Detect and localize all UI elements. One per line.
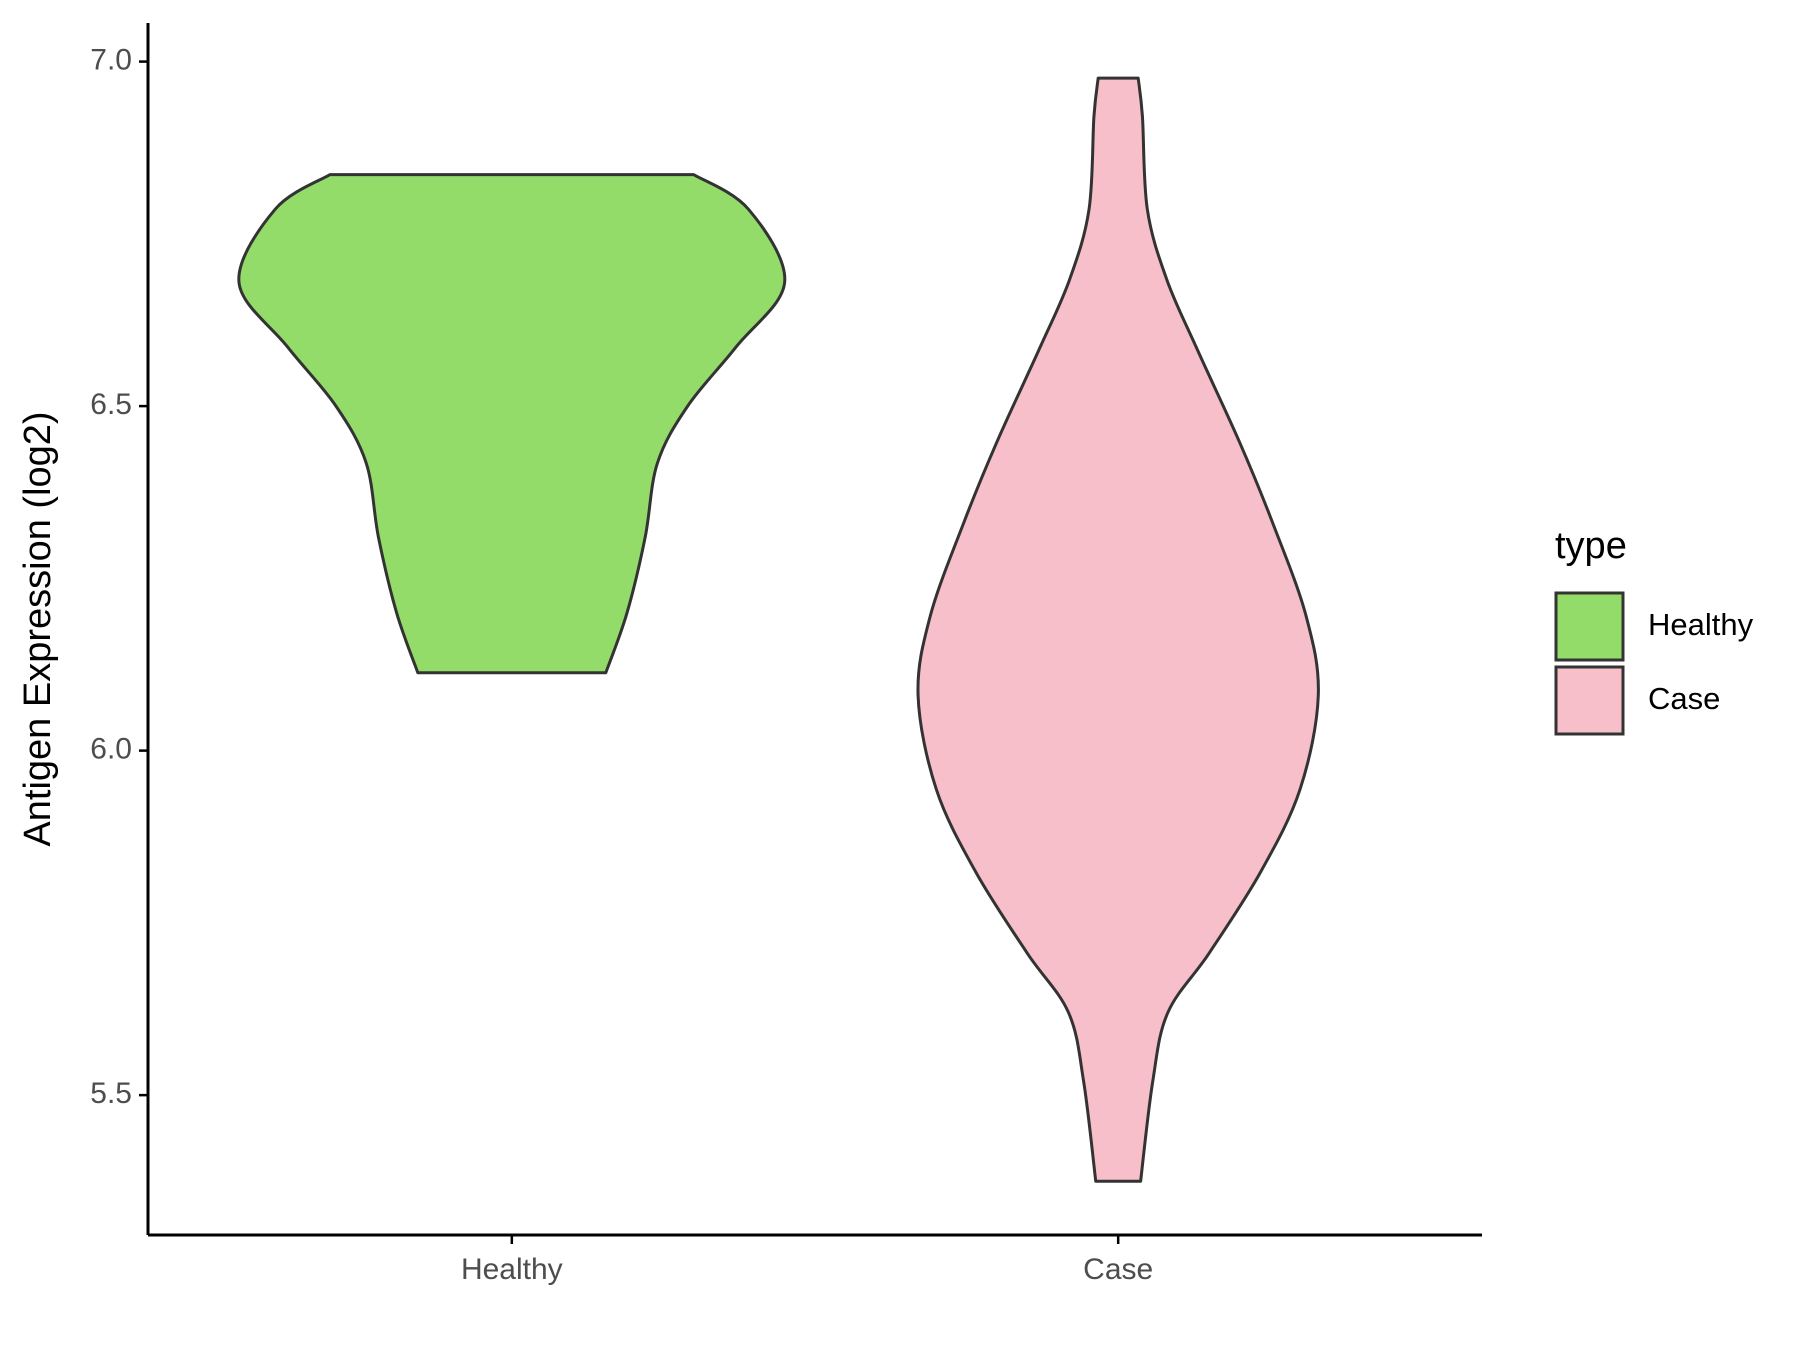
y-tick-label: 5.5: [90, 1077, 132, 1110]
violin: [916, 76, 1320, 1183]
violin: [237, 173, 787, 675]
legend-label: Case: [1648, 681, 1720, 716]
legend-title: type: [1555, 525, 1627, 567]
y-axis-label: Antigen Expression (log2): [17, 411, 59, 846]
x-tick-label: Case: [1083, 1253, 1153, 1286]
y-tick-label: 7.0: [90, 44, 132, 77]
y-tick-label: 6.0: [90, 733, 132, 766]
legend-key: [1554, 591, 1625, 662]
legend-label: Healthy: [1648, 607, 1754, 642]
y-tick-label: 6.5: [90, 388, 132, 421]
legend-key: [1554, 665, 1625, 736]
x-tick-label: Healthy: [461, 1253, 563, 1286]
